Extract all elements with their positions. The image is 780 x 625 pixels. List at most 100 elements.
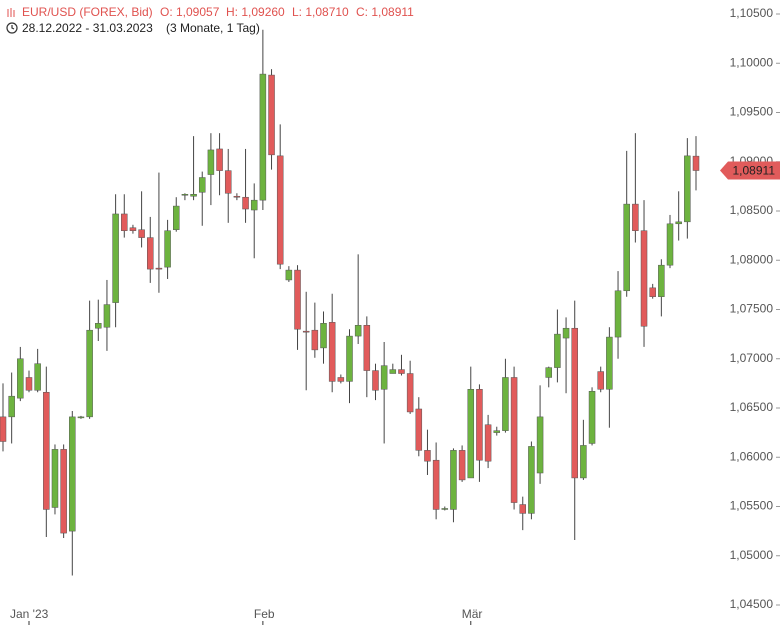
candle-body — [562, 327, 570, 339]
candle-body — [112, 213, 119, 303]
y-tick-label: 1,04500 — [730, 597, 774, 611]
candle-body — [302, 330, 310, 333]
candle-body — [415, 408, 423, 451]
candle-body — [147, 237, 154, 270]
candle-body — [528, 446, 535, 514]
candle-body — [95, 323, 102, 329]
y-tick-label: 1,05500 — [730, 499, 774, 513]
candle-body — [86, 329, 93, 418]
y-tick-label: 1,09500 — [730, 105, 774, 119]
candle-body — [502, 377, 509, 431]
last-price-tag — [720, 161, 780, 180]
candles — [0, 29, 700, 576]
candle-body — [285, 269, 293, 281]
y-tick-label: 1,08000 — [730, 252, 774, 266]
candle-body — [606, 336, 613, 390]
x-tick-label: Jan '23 — [10, 607, 49, 621]
candle-body — [380, 365, 388, 390]
quote-value: O: 1,09057 — [160, 5, 220, 19]
candle-body — [320, 323, 327, 349]
y-tick-label: 1,06500 — [730, 400, 774, 414]
candle-body — [8, 395, 15, 418]
y-tick-label: 1,05000 — [730, 548, 774, 562]
candle-body — [632, 203, 639, 231]
y-tick-label: 1,08500 — [730, 203, 774, 217]
candle-body — [155, 267, 163, 270]
header-icon — [7, 8, 15, 17]
candle-body — [181, 194, 189, 196]
candle-body — [536, 416, 544, 474]
candle-body — [658, 264, 665, 297]
candle-body — [190, 194, 197, 197]
candle-body — [77, 416, 85, 419]
candle-body — [510, 377, 518, 503]
candle-body — [250, 199, 258, 211]
candle-body — [649, 287, 656, 297]
quote-value: L: 1,08710 — [292, 5, 349, 19]
candle-body — [138, 229, 145, 238]
candle-body — [571, 327, 578, 479]
candle-body — [268, 74, 275, 156]
candle-body — [484, 424, 492, 462]
y-tick-label: 1,07000 — [730, 351, 774, 365]
candle-body — [476, 389, 483, 461]
candle-body — [276, 155, 284, 265]
x-tick-label: Feb — [254, 607, 275, 621]
candle-body — [337, 377, 345, 382]
candle-body — [328, 322, 336, 382]
candle-body — [311, 329, 319, 351]
candle-body — [69, 416, 76, 532]
candle-body — [424, 450, 431, 462]
candle-body — [458, 450, 466, 481]
y-tick-label: 1,10000 — [730, 55, 774, 69]
candle-body — [675, 221, 682, 225]
candle-body — [666, 223, 674, 266]
candle-body — [406, 373, 414, 413]
candle-body — [640, 230, 648, 327]
candle-body — [554, 333, 561, 368]
candle-body — [432, 459, 440, 510]
candle-body — [354, 325, 362, 337]
candle-body — [25, 377, 33, 391]
x-tick-label: Mär — [462, 607, 483, 621]
chart-title: EUR/USD (FOREX, Bid) — [22, 5, 153, 19]
candle-body — [233, 195, 241, 198]
candle-body — [493, 430, 501, 433]
candle-body — [389, 369, 397, 374]
candle-body — [121, 213, 128, 231]
candle-body — [614, 290, 622, 338]
candle-body — [363, 325, 371, 371]
candle-body — [441, 508, 449, 510]
candle-body — [692, 155, 700, 171]
candle-body — [129, 227, 137, 231]
candle-body — [164, 230, 171, 268]
axes: 1,04500 1,05000 1,05500 1,06000 1,06500 1,070… — [10, 6, 780, 625]
candle-body — [173, 205, 180, 230]
clock-icon — [6, 22, 18, 34]
quote-value: C: 1,08911 — [356, 5, 414, 19]
candle-body — [259, 73, 267, 201]
candle-body — [623, 203, 630, 292]
candle-body — [545, 367, 552, 378]
candle-body — [294, 269, 301, 330]
candle-body — [207, 149, 215, 175]
y-tick-label: 1,06000 — [730, 449, 774, 463]
period: (3 Monate, 1 Tag) — [166, 21, 260, 35]
candle-body — [51, 449, 59, 508]
candle-body — [34, 363, 41, 391]
y-tick-label: 1,07500 — [730, 302, 774, 316]
candle-body — [216, 148, 223, 171]
date-range: 28.12.2022 - 31.03.2023 — [22, 21, 153, 35]
candle-body — [0, 416, 7, 442]
candle-body — [372, 370, 379, 391]
candle-body — [224, 170, 232, 194]
candle-body — [597, 371, 604, 390]
candle-body — [519, 504, 526, 514]
candle-body — [398, 369, 405, 374]
candle-body — [17, 358, 24, 399]
candle-body — [242, 196, 249, 210]
quote-value: H: 1,09260 — [226, 5, 285, 19]
candle-body — [580, 445, 587, 479]
candle-body — [60, 449, 67, 534]
